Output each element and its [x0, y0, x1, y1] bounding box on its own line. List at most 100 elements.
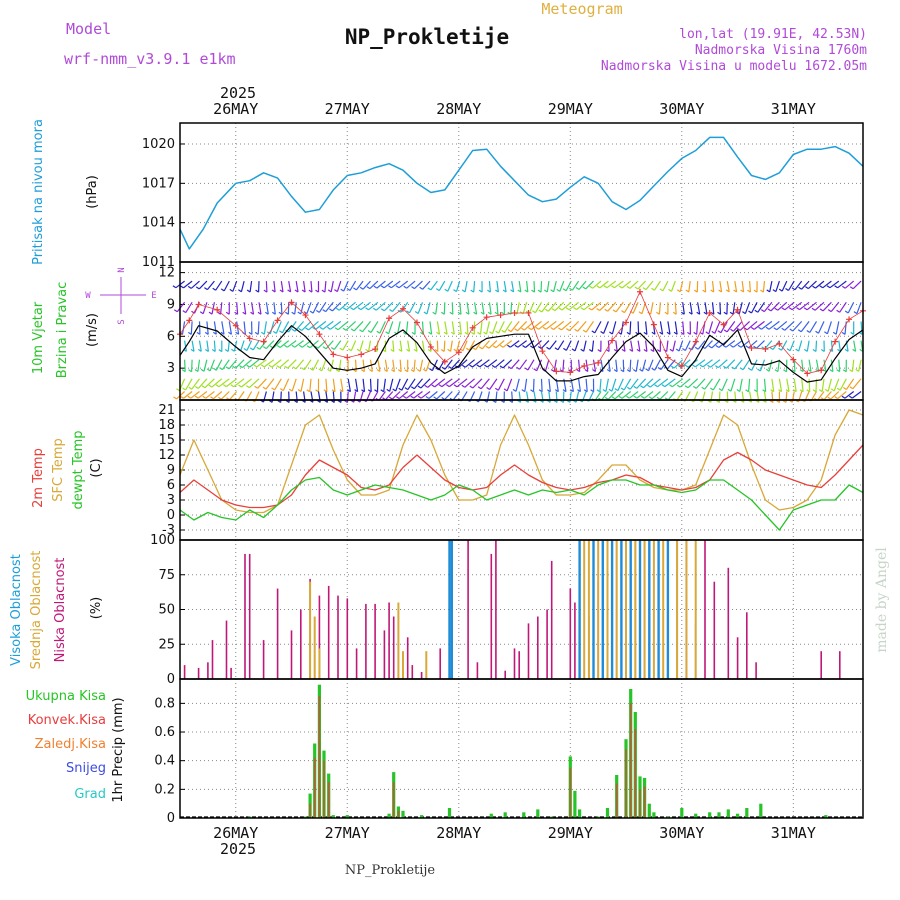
wind-arrow — [279, 340, 290, 348]
wind-arrow-head — [450, 331, 455, 335]
wind-arrow-head — [591, 330, 596, 334]
gust-marker — [832, 338, 839, 345]
wind-arrow-head — [792, 389, 797, 393]
wind-arrow — [591, 301, 602, 311]
wind-arrow-head — [285, 400, 290, 403]
wind-arrow — [726, 321, 736, 333]
wind-arrow-head — [654, 384, 658, 388]
wind-arrow-head — [422, 368, 427, 372]
wind-arrow — [280, 391, 282, 403]
wind-arrow-head — [406, 348, 410, 352]
wind-arrow-head — [353, 287, 357, 291]
wind-arrow-head — [723, 329, 728, 333]
wind-arrow-head — [576, 369, 581, 373]
wind-arrow-head — [608, 388, 613, 392]
wind-arrow-head — [436, 331, 440, 335]
wind-arrow-head — [739, 367, 744, 371]
wind-arrow — [209, 359, 215, 372]
wind-arrow-head — [495, 330, 499, 334]
wind-arrow-head — [388, 396, 393, 400]
wind-arrow — [456, 340, 461, 352]
wind-arrow — [502, 359, 513, 369]
wind-arrow — [215, 280, 223, 291]
wind-arrow-head — [210, 396, 214, 400]
wind-arrow-head — [811, 307, 816, 311]
wind-arrow-head — [374, 389, 378, 393]
wind-arrow — [827, 378, 832, 392]
wind-arrow-head — [824, 331, 828, 335]
gust-marker — [358, 351, 365, 358]
legend-freezing-rain: Zaledj.Kisa — [35, 737, 106, 752]
wind-arrow — [536, 359, 543, 371]
wind-arrow — [362, 359, 365, 372]
wind-arrow — [793, 378, 797, 392]
wind-arrow — [679, 378, 691, 388]
wind-arrow-head — [356, 348, 361, 352]
cloud-bar — [578, 540, 581, 679]
wind-arrow — [301, 320, 312, 331]
cloud-bar — [402, 651, 404, 679]
wind-arrow-head — [844, 310, 849, 314]
wind-arrow-head — [859, 348, 864, 352]
gust-marker — [483, 314, 490, 321]
wind-arrow-head — [781, 327, 786, 331]
gust-marker — [427, 343, 434, 350]
wind-arrow — [417, 302, 424, 314]
precip-bar — [392, 782, 395, 818]
wind-arrow — [462, 340, 468, 351]
wind-arrow — [806, 340, 810, 352]
cloud-bar — [411, 665, 414, 679]
wind-arrow-head — [268, 364, 273, 368]
wind-arrow-head — [327, 289, 332, 293]
wind-arrow-head — [569, 287, 573, 291]
wind-arrow — [436, 391, 446, 400]
wind-arrow-head — [217, 311, 221, 315]
wind-arrow — [345, 320, 357, 331]
wind-arrow — [833, 378, 840, 392]
gust-marker — [748, 344, 755, 351]
wind-arrow-head — [480, 311, 485, 315]
day-label: 30MAY — [659, 824, 704, 842]
wind-arrow-head — [783, 369, 787, 373]
wind-arrow — [815, 280, 825, 289]
wind-arrow-head — [676, 384, 681, 388]
wind-arrow — [807, 280, 817, 290]
wind-arrow-head — [255, 289, 259, 293]
wind-arrow — [561, 301, 572, 311]
wind-arrow — [241, 378, 252, 388]
wind-arrow — [481, 302, 485, 315]
wind-arrow-head — [340, 288, 345, 292]
wind-arrow-head — [789, 328, 794, 332]
wind-arrow-head — [503, 388, 508, 392]
wind-arrow-head — [680, 331, 685, 335]
wind-arrow — [733, 321, 743, 332]
wind-arrow — [808, 378, 811, 392]
wind-arrow-head — [484, 364, 488, 368]
compass-rose: N W E S — [85, 267, 156, 324]
wind-arrow — [464, 359, 475, 368]
wind-arrow — [331, 301, 342, 312]
wind-arrow — [517, 340, 527, 348]
cloud-bar — [550, 560, 553, 679]
wind-arrow-head — [263, 289, 268, 293]
wind-arrow — [191, 378, 200, 390]
wind-arrow-head — [645, 368, 649, 372]
wind-arrow-head — [472, 347, 477, 351]
wind-arrow — [776, 320, 788, 331]
wind-arrow-head — [315, 289, 319, 293]
wind-arrow-head — [499, 344, 504, 348]
legend-hail: Grad — [74, 787, 106, 802]
wind-arrow-head — [730, 344, 734, 348]
wind-arrow — [249, 281, 253, 293]
wind-arrow-head — [643, 331, 648, 335]
wind-arrow — [233, 378, 245, 388]
wind-arrow — [466, 321, 469, 335]
wind-arrow — [555, 391, 558, 403]
wind-arrow-head — [380, 285, 385, 289]
wind-arrow-head — [819, 285, 824, 289]
wind-gust-line — [179, 291, 864, 374]
wind-arrow — [294, 340, 304, 348]
wind-arrow — [800, 321, 810, 333]
wind-arrow — [265, 340, 275, 350]
